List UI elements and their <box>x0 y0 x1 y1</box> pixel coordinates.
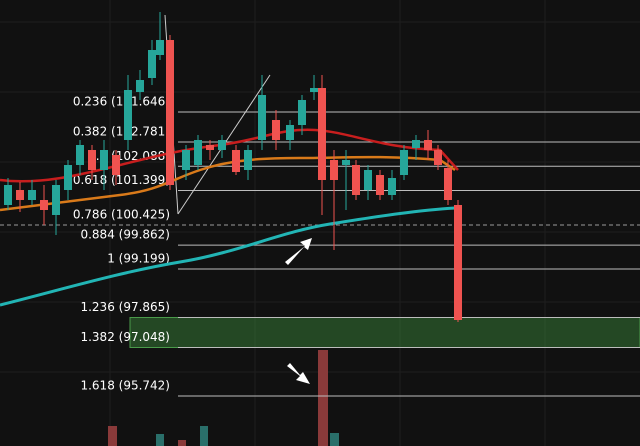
candle-body <box>318 88 326 180</box>
candles <box>4 12 462 322</box>
candle-body <box>272 120 280 140</box>
candle-body <box>64 165 72 190</box>
candle-body <box>412 140 420 148</box>
candle-body <box>194 140 202 165</box>
candle-body <box>364 170 372 190</box>
fib-label: 1.382 (97.048) <box>80 330 170 344</box>
candle-body <box>434 150 442 165</box>
candle-body <box>388 178 396 195</box>
candle-body <box>244 150 252 170</box>
volume-bars <box>108 350 339 446</box>
candle-body <box>182 150 190 170</box>
candle-body <box>166 40 174 185</box>
candle-body <box>232 150 240 172</box>
candle-body <box>444 168 452 200</box>
candle-body <box>136 80 144 92</box>
fib-label: 0.618 (101.399) <box>73 173 170 187</box>
candle-body <box>424 140 432 150</box>
candle-body <box>88 150 96 170</box>
candle-body <box>156 40 164 55</box>
fib-label: 1 (99.199) <box>107 252 170 266</box>
candle-body <box>330 160 338 180</box>
candle-body <box>40 200 48 210</box>
fib-label: 0.786 (100.425) <box>73 208 170 222</box>
moving-average <box>0 155 456 212</box>
moving-average <box>0 206 456 307</box>
candle-body <box>352 165 360 195</box>
fib-label: 0.884 (99.862) <box>80 228 170 242</box>
candle-body <box>148 50 156 78</box>
candle-body <box>310 88 318 92</box>
candle-body <box>100 150 108 170</box>
fib-label: 0.382 (102.781) <box>73 125 170 139</box>
candle-body <box>286 125 294 140</box>
candle-body <box>206 145 214 150</box>
candle-body <box>124 90 132 140</box>
arrow <box>285 238 312 265</box>
fibonacci-levels: 0.236 (101.646)0.382 (102.781).5 (102.08… <box>0 95 640 397</box>
candle-body <box>76 145 84 165</box>
candle-body <box>454 205 462 320</box>
arrow <box>287 363 310 384</box>
candle-body <box>298 100 306 125</box>
candle-body <box>400 150 408 175</box>
candle-body <box>342 160 350 165</box>
candle-body <box>376 175 384 195</box>
fib-label: 1.236 (97.865) <box>80 300 170 314</box>
candle-body <box>218 140 226 150</box>
candle-body <box>28 190 36 200</box>
candle-body <box>112 155 120 175</box>
candle-body <box>52 185 60 215</box>
fib-label: 0.236 (101.646) <box>73 95 170 109</box>
candle-body <box>16 190 24 200</box>
candle-body <box>4 185 12 205</box>
target-zone <box>129 317 640 349</box>
candle-body <box>258 95 266 140</box>
fib-label: 1.618 (95.742) <box>80 379 170 393</box>
